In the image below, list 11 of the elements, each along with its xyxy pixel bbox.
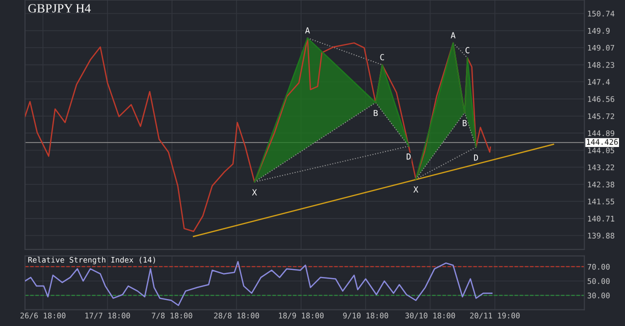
annotation: C <box>466 47 470 54</box>
annotation: D <box>474 154 478 161</box>
annotation: B <box>462 120 467 126</box>
annotation: C <box>380 54 384 60</box>
annotation: A <box>305 27 310 34</box>
annotation: X <box>252 189 257 196</box>
annotation: X <box>413 186 418 193</box>
annotation: A <box>450 32 456 38</box>
annotation: D <box>406 154 411 160</box>
annotation: B <box>374 110 378 116</box>
chart-title: GBPJPY H4 <box>28 4 91 13</box>
